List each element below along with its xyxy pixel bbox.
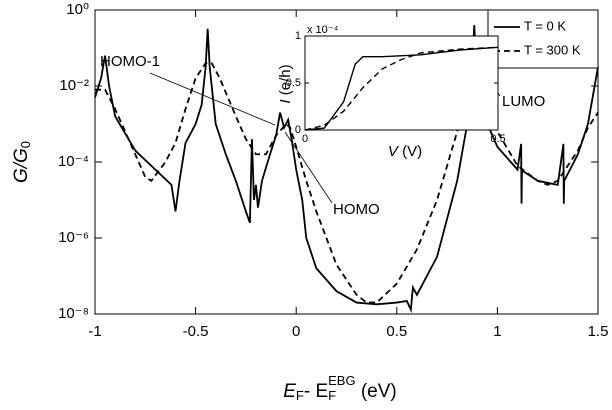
y-tick-label: 0 [295,124,301,136]
plot-frame [94,9,599,315]
y-label-part: I [277,99,294,103]
series-line [304,46,499,131]
y-label-part: G/G [11,148,32,183]
series-line [94,25,599,314]
x-tick-label: -1 [88,323,101,340]
x-label-part: V [388,143,400,160]
x-tick-label: 1 [493,323,501,340]
y-tick-label: 10⁻⁸ [58,305,89,322]
inset-scale-label: x 10⁻⁴ [307,24,339,36]
x-tick-label: 0 [292,323,300,340]
y-tick-label: 10⁻⁴ [58,153,89,170]
annotation: LUMO [502,93,545,110]
x-tick-label: 0 [302,133,308,145]
plot-frame [304,35,499,131]
y-tick-label: 0.5 [286,77,301,89]
x-label-part: F [296,388,304,403]
x-tick-label: 0.5 [386,323,407,340]
inset-background [305,36,498,130]
inset-y-label: I (e/h) [277,64,294,103]
x-label-part: F [328,388,336,403]
y-tick-label: 10⁻² [59,77,89,94]
x-label-part: (V) [398,143,422,160]
legend-box [487,9,599,69]
y-label-part: (e/h) [277,64,294,99]
annotation: HOMO-1 [100,53,160,70]
legend-label: T = 300 K [524,42,581,57]
annotation: HOMO [333,201,380,218]
x-axis-label: EF- EFEBG (eV) [283,373,397,403]
y-label-part: 0 [18,141,33,148]
y-axis-label: G/G0 [11,141,33,183]
series-line [95,62,599,304]
x-tick-label: 1.5 [588,323,609,340]
x-label-part: - E [304,381,328,402]
series-line [304,46,499,131]
y-tick-label: 1 [295,30,301,42]
x-tick-label: -0.5 [183,323,209,340]
x-label-part: (eV) [356,381,397,402]
inset-x-label: V (V) [388,143,422,160]
y-tick-label: 10⁻⁶ [58,229,89,246]
x-label-part: EBG [328,373,355,388]
x-tick-label: 0.5 [490,133,505,145]
legend-label: T = 0 K [524,18,566,33]
y-tick-label: 10⁰ [66,1,89,18]
x-label-part: E [283,381,296,402]
